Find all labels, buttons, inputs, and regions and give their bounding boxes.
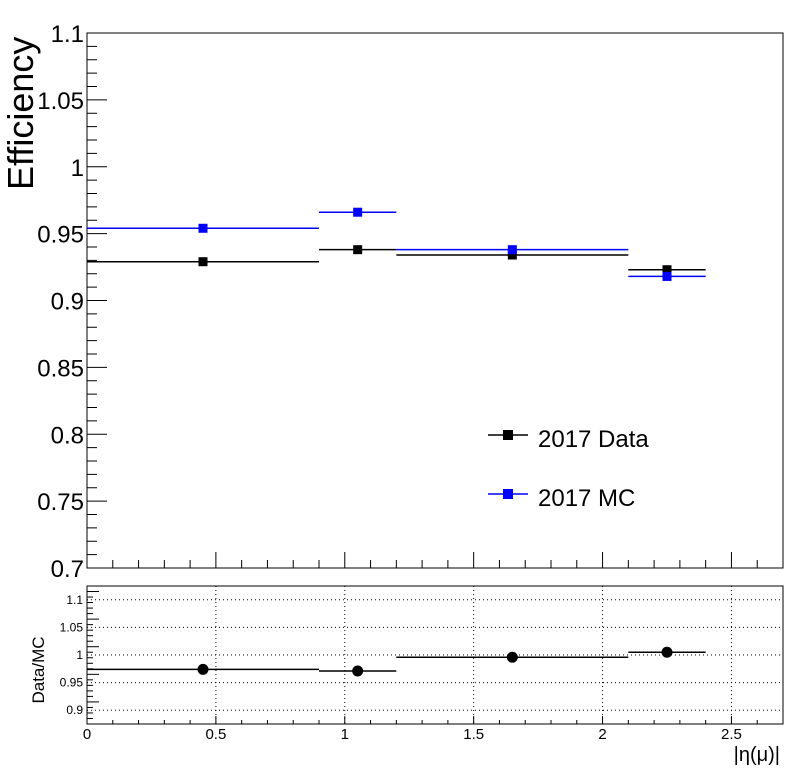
legend-label-mc: 2017 MC [538,485,635,512]
ratio-point [661,646,673,658]
y-tick-label: 1.1 [51,21,84,48]
x-tick-label: 1 [341,726,349,743]
x-tick-label: 2 [598,726,606,743]
y-tick-label: 0.9 [66,703,83,717]
y-tick-label: 0.7 [51,556,84,583]
data-point [662,265,672,275]
y-tick-label: 0.95 [60,676,84,690]
mc-point [507,245,517,255]
y-tick-label: 1.05 [60,620,84,634]
legend-label-data: 2017 Data [538,426,649,453]
ratio-point [506,651,518,663]
efficiency-frame [86,32,784,569]
legend: 2017 Data 2017 MC [488,426,649,512]
y-tick-label: 0.95 [37,222,84,249]
mc-point [662,271,672,281]
legend-marker-mc [503,489,513,499]
y-tick-label: 0.8 [51,422,84,449]
y-tick-label: 1.1 [66,593,83,607]
mc-point [198,223,208,233]
data-point [507,250,517,260]
ratio-point [352,665,364,677]
eta-axis-label: |η(μ)| [734,744,780,766]
x-tick-label: 0 [83,726,91,743]
efficiency-panel: 0.7 0.75 0.8 0.85 0.9 0.95 1 1.05 1.1 [37,21,784,583]
ratio-axis-label: Data/MC [29,636,48,703]
y-tick-label: 0.75 [37,489,84,516]
data-point [353,245,363,255]
y-tick-label: 1 [71,155,84,182]
data-point [198,257,208,267]
efficiency-axis-label: Efficiency [0,37,41,190]
y-tick-label: 1.05 [37,88,84,115]
y-tick-label: 1 [76,648,83,662]
ratio-panel: 0.9 0.95 1 1.05 1.1 0 0.5 1 1.5 2 2.5 [60,585,784,743]
x-tick-label: 1.5 [463,726,484,743]
ratio-point [197,663,209,675]
x-tick-label: 2.5 [721,726,742,743]
mc-point [353,207,363,217]
y-tick-label: 0.85 [37,355,84,382]
y-tick-label: 0.9 [51,289,84,316]
legend-marker-data [503,430,513,440]
x-tick-label: 0.5 [205,726,226,743]
